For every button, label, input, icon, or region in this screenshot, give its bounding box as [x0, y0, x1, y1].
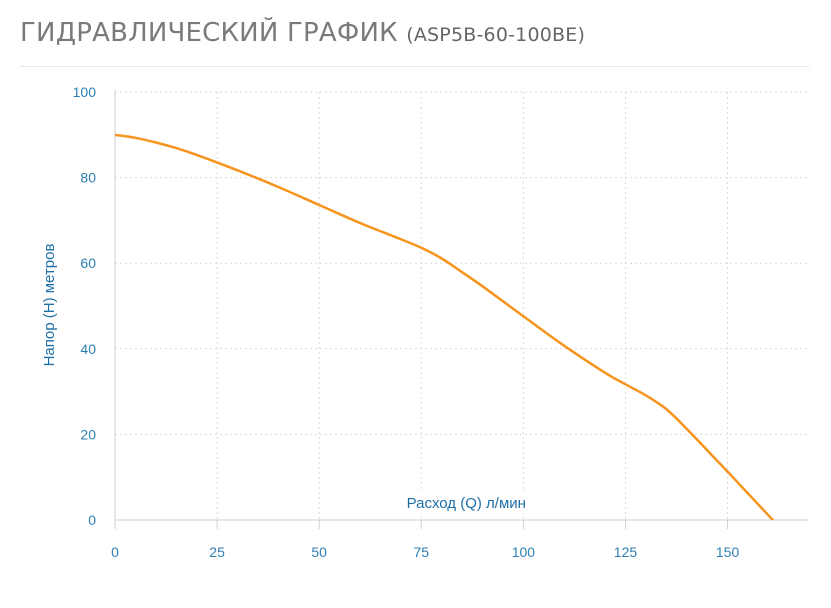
chart-series — [115, 133, 775, 520]
y-tick-label: 40 — [80, 341, 96, 357]
x-tick-label: 75 — [413, 544, 429, 560]
x-tick-label: 25 — [209, 544, 225, 560]
x-tick-label: 100 — [512, 544, 536, 560]
series-line — [115, 133, 775, 520]
model-name: (ASP5B-60-100BE) — [406, 24, 586, 46]
y-tick-label: 80 — [80, 170, 96, 186]
y-tick-label: 20 — [80, 426, 96, 442]
chart-axes — [114, 90, 808, 529]
x-tick-label: 150 — [716, 544, 740, 560]
y-tick-label: 60 — [80, 255, 96, 271]
y-tick-label: 0 — [88, 512, 96, 528]
title-divider — [20, 66, 810, 67]
x-axis-label-bg — [398, 492, 535, 513]
y-axis-label: Напор (H) метров — [41, 244, 58, 367]
x-tick-label: 125 — [614, 544, 638, 560]
x-axis-label: Расход (Q) л/мин — [407, 495, 526, 512]
y-tick-label: 100 — [73, 84, 97, 100]
x-tick-label: 50 — [311, 544, 327, 560]
chart-labels: 0 20 40 60 80 100 0 25 50 75 100 125 150 Расход (Q) л… — [41, 84, 739, 560]
chart-grid — [115, 91, 808, 520]
chart-title: ГИДРАВЛИЧЕСКИЙ ГРАФИК — [20, 18, 398, 48]
page-title: ГИДРАВЛИЧЕСКИЙ ГРАФИК (ASP5B-60-100BE) — [20, 18, 585, 48]
x-tick-label: 0 — [111, 544, 119, 560]
